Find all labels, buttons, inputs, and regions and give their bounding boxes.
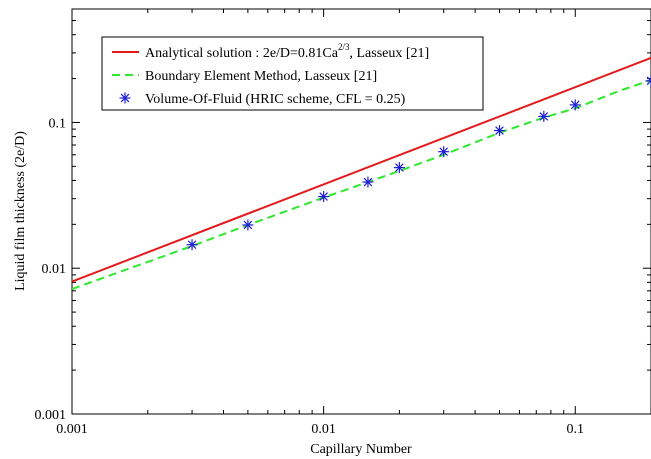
legend-box bbox=[101, 36, 484, 111]
y-tick-label: 0.01 bbox=[42, 262, 67, 277]
series-line-1 bbox=[72, 79, 651, 290]
series-2-point bbox=[318, 191, 330, 203]
x-tick-label: 0.001 bbox=[56, 422, 88, 437]
series-2-point bbox=[494, 125, 506, 137]
legend-label-analytical-tail: , Lasseux [21] bbox=[350, 46, 430, 61]
legend-marker-vof bbox=[119, 92, 131, 104]
x-tick-label: 0.01 bbox=[311, 422, 336, 437]
x-tick-label: 0.1 bbox=[567, 422, 585, 437]
x-axis-title: Capillary Number bbox=[310, 442, 412, 457]
series-2-point bbox=[362, 176, 374, 188]
series-2-point bbox=[438, 146, 450, 158]
legend-label-analytical: Analytical solution : 2e/D=0.81Ca2/3, La… bbox=[145, 42, 429, 61]
series-2-point bbox=[538, 110, 550, 122]
series-2-point bbox=[645, 75, 651, 87]
legend-label-analytical-sup: 2/3 bbox=[338, 42, 350, 52]
legend-asterisk-marker bbox=[119, 92, 131, 104]
y-tick-label: 0.001 bbox=[35, 408, 67, 423]
plot-frame bbox=[71, 8, 651, 415]
series-line-0 bbox=[72, 56, 651, 283]
y-tick-label: 0.1 bbox=[49, 116, 67, 131]
legend-label-vof: Volume-Of-Fluid (HRIC scheme, CFL = 0.25… bbox=[145, 92, 406, 107]
series-2-point bbox=[569, 99, 581, 111]
y-axis-title: Liquid film thickness (2e/D) bbox=[13, 131, 28, 291]
series-2-point bbox=[393, 162, 405, 174]
tick-labels: 0.001 0.01 0.1 0.001 0.01 0.1 bbox=[35, 116, 585, 437]
series-layer bbox=[72, 56, 651, 290]
axis-ticks bbox=[71, 8, 651, 415]
series-2-point bbox=[242, 219, 254, 231]
series-2-point bbox=[186, 239, 198, 251]
legend-label-analytical-main: Analytical solution : 2e/D=0.81Ca bbox=[145, 46, 339, 61]
legend-label-bem: Boundary Element Method, Lasseux [21] bbox=[145, 69, 377, 84]
legend: Analytical solution : 2e/D=0.81Ca2/3, La… bbox=[101, 36, 484, 111]
